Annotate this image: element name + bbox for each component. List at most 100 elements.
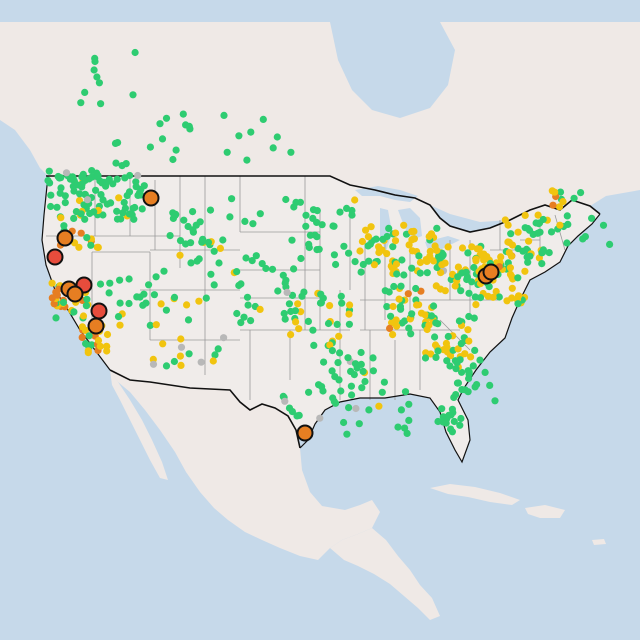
monitor-marker-good[interactable] bbox=[563, 239, 571, 247]
monitor-marker-moderate[interactable] bbox=[389, 331, 397, 339]
monitor-marker-good[interactable] bbox=[241, 217, 249, 225]
monitor-marker-moderate[interactable] bbox=[506, 270, 515, 278]
monitor-marker-good[interactable] bbox=[130, 215, 138, 223]
monitor-marker-good[interactable] bbox=[77, 99, 85, 107]
monitor-marker-good[interactable] bbox=[408, 310, 416, 318]
monitor-marker-good[interactable] bbox=[136, 293, 144, 301]
monitor-marker-good[interactable] bbox=[456, 421, 464, 429]
monitor-marker-good[interactable] bbox=[179, 110, 187, 118]
monitor-marker-good[interactable] bbox=[333, 320, 341, 328]
highlighted-marker-usg[interactable] bbox=[296, 424, 314, 442]
monitor-marker-good[interactable] bbox=[199, 235, 207, 243]
monitor-marker-good[interactable] bbox=[86, 209, 94, 218]
monitor-marker-moderate[interactable] bbox=[152, 321, 160, 329]
monitor-marker-good[interactable] bbox=[76, 190, 84, 198]
monitor-marker-good[interactable] bbox=[397, 406, 405, 414]
monitor-marker-good[interactable] bbox=[282, 195, 290, 204]
monitor-marker-good[interactable] bbox=[416, 269, 424, 277]
monitor-marker-usg[interactable] bbox=[53, 291, 61, 299]
monitor-marker-good[interactable] bbox=[438, 405, 446, 413]
monitor-marker-good[interactable] bbox=[120, 198, 128, 207]
monitor-marker-moderate[interactable] bbox=[346, 301, 354, 309]
monitor-marker-good[interactable] bbox=[361, 377, 369, 386]
monitor-marker-moderate[interactable] bbox=[497, 253, 505, 261]
monitor-marker-good[interactable] bbox=[170, 293, 179, 301]
monitor-marker-good[interactable] bbox=[465, 289, 473, 297]
monitor-marker-usg[interactable] bbox=[78, 333, 86, 341]
monitor-marker-good[interactable] bbox=[90, 66, 98, 74]
monitor-marker-good[interactable] bbox=[152, 273, 160, 281]
monitor-marker-good[interactable] bbox=[309, 214, 317, 222]
monitor-marker-good[interactable] bbox=[324, 319, 333, 328]
monitor-marker-good[interactable] bbox=[96, 280, 105, 288]
monitor-marker-moderate[interactable] bbox=[183, 301, 191, 309]
monitor-marker-good[interactable] bbox=[113, 175, 121, 183]
monitor-marker-good[interactable] bbox=[563, 212, 571, 220]
monitor-marker-good[interactable] bbox=[465, 374, 473, 383]
monitor-marker-good[interactable] bbox=[187, 259, 195, 267]
monitor-marker-moderate[interactable] bbox=[508, 241, 517, 249]
monitor-marker-good[interactable] bbox=[247, 317, 255, 325]
monitor-marker-moderate[interactable] bbox=[375, 248, 383, 257]
monitor-marker-moderate[interactable] bbox=[395, 295, 403, 303]
monitor-marker-good[interactable] bbox=[195, 255, 203, 263]
monitor-marker-good[interactable] bbox=[454, 273, 462, 281]
monitor-marker-good[interactable] bbox=[125, 210, 133, 218]
monitor-marker-moderate[interactable] bbox=[505, 249, 513, 257]
monitor-marker-good[interactable] bbox=[473, 381, 481, 389]
monitor-marker-moderate[interactable] bbox=[78, 323, 86, 331]
monitor-marker-good[interactable] bbox=[304, 317, 312, 325]
monitor-marker-moderate[interactable] bbox=[443, 343, 451, 351]
monitor-marker-good[interactable] bbox=[396, 303, 404, 311]
monitor-marker-moderate[interactable] bbox=[441, 259, 449, 267]
monitor-marker-good[interactable] bbox=[235, 281, 243, 290]
monitor-marker-good[interactable] bbox=[189, 208, 197, 216]
monitor-marker-good[interactable] bbox=[131, 203, 139, 212]
monitor-marker-good[interactable] bbox=[274, 287, 282, 295]
monitor-marker-good[interactable] bbox=[235, 132, 243, 140]
monitor-marker-good[interactable] bbox=[345, 404, 353, 412]
monitor-marker-moderate[interactable] bbox=[115, 194, 123, 202]
monitor-marker-good[interactable] bbox=[52, 314, 60, 322]
monitor-marker-moderate[interactable] bbox=[358, 237, 366, 246]
monitor-marker-no-data[interactable] bbox=[83, 196, 92, 204]
monitor-marker-moderate[interactable] bbox=[451, 282, 459, 290]
monitor-marker-moderate[interactable] bbox=[425, 232, 433, 241]
monitor-marker-good[interactable] bbox=[476, 294, 485, 302]
monitor-marker-good[interactable] bbox=[539, 246, 548, 254]
monitor-marker-good[interactable] bbox=[116, 276, 124, 284]
monitor-marker-good[interactable] bbox=[305, 240, 313, 248]
monitor-marker-good[interactable] bbox=[380, 378, 388, 386]
monitor-marker-good[interactable] bbox=[291, 307, 299, 315]
monitor-marker-good[interactable] bbox=[97, 191, 105, 199]
monitor-marker-good[interactable] bbox=[81, 88, 89, 96]
monitor-marker-good[interactable] bbox=[295, 411, 303, 419]
monitor-marker-good[interactable] bbox=[166, 232, 174, 240]
monitor-marker-moderate[interactable] bbox=[362, 226, 370, 234]
monitor-marker-good[interactable] bbox=[61, 199, 69, 207]
monitor-marker-good[interactable] bbox=[129, 91, 137, 99]
monitor-marker-moderate[interactable] bbox=[551, 188, 559, 196]
monitor-marker-good[interactable] bbox=[577, 189, 585, 197]
monitor-marker-good[interactable] bbox=[123, 192, 131, 200]
monitor-marker-good[interactable] bbox=[210, 247, 218, 255]
monitor-marker-good[interactable] bbox=[228, 195, 236, 203]
monitor-marker-good[interactable] bbox=[453, 359, 461, 367]
monitor-marker-good[interactable] bbox=[328, 367, 336, 375]
monitor-marker-moderate[interactable] bbox=[375, 243, 383, 251]
monitor-marker-good[interactable] bbox=[131, 48, 139, 57]
monitor-marker-good[interactable] bbox=[385, 224, 393, 232]
monitor-marker-good[interactable] bbox=[107, 199, 115, 207]
monitor-marker-good[interactable] bbox=[432, 353, 440, 361]
monitor-marker-moderate[interactable] bbox=[405, 241, 413, 249]
monitor-marker-good[interactable] bbox=[196, 218, 204, 226]
monitor-marker-good[interactable] bbox=[432, 319, 440, 327]
monitor-marker-good[interactable] bbox=[82, 302, 90, 310]
monitor-marker-good[interactable] bbox=[458, 368, 466, 376]
monitor-marker-moderate[interactable] bbox=[392, 229, 400, 237]
monitor-marker-usg[interactable] bbox=[404, 290, 412, 298]
monitor-marker-good[interactable] bbox=[351, 258, 359, 266]
monitor-marker-good[interactable] bbox=[369, 367, 377, 375]
monitor-marker-good[interactable] bbox=[113, 207, 121, 215]
monitor-marker-no-data[interactable] bbox=[220, 334, 228, 342]
